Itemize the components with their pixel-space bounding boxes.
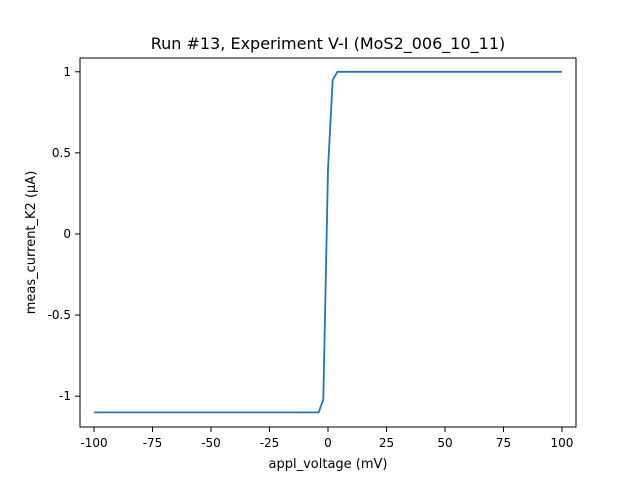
y-tick-label: 1 — [63, 65, 71, 79]
series-line — [94, 70, 562, 414]
x-tick-label: 50 — [437, 436, 452, 450]
x-axis-label: appl_voltage (mV) — [269, 457, 388, 472]
chart-title: Run #13, Experiment V-I (MoS2_006_10_11) — [151, 34, 506, 54]
x-tick-label: -100 — [80, 436, 107, 450]
y-tick-label: 0 — [63, 227, 71, 241]
y-tick-label: -0.5 — [48, 308, 71, 322]
x-tick-label: 0 — [324, 436, 332, 450]
y-tick-label: -1 — [59, 389, 71, 403]
plot-area — [94, 70, 562, 414]
x-tick-label: -25 — [260, 436, 280, 450]
x-tick-label: 100 — [551, 436, 574, 450]
y-tick-label: 0.5 — [52, 146, 71, 160]
y-axis: -1 -0.5 0 0.5 1 — [48, 65, 80, 403]
y-axis-label: meas_current_K2 (µA) — [24, 171, 39, 315]
x-tick-label: -50 — [201, 436, 221, 450]
axes-frame — [79, 57, 577, 428]
x-tick-label: 25 — [379, 436, 394, 450]
x-tick-label: -75 — [143, 436, 163, 450]
x-axis: -100 -75 -50 -25 0 25 50 75 100 — [80, 427, 573, 450]
x-tick-label: 75 — [496, 436, 511, 450]
